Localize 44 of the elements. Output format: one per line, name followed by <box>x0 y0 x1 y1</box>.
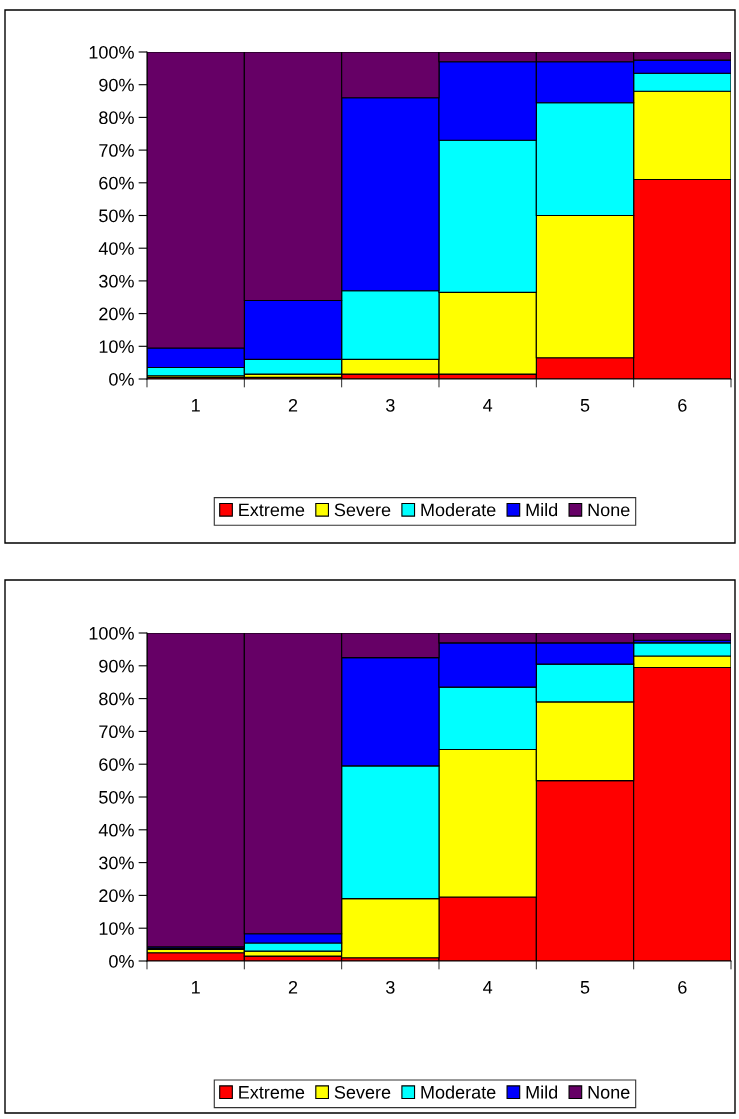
x-tick-label: 5 <box>580 399 590 412</box>
x-tick-label: 1 <box>192 981 200 994</box>
y-tick-label: 50% <box>99 209 134 223</box>
x-tick-label: 4 <box>483 981 493 994</box>
y-tick-label: 90% <box>99 659 134 673</box>
x-tick-label: 1 <box>192 399 200 412</box>
x-tick-label: 2 <box>288 398 298 412</box>
x-tick-label: 4 <box>483 399 493 412</box>
y-tick-label: 80% <box>99 692 134 706</box>
y-tick-label: 100% <box>89 626 134 640</box>
y-tick-label: 20% <box>99 889 134 903</box>
y-tick-label: 10% <box>99 922 134 935</box>
y-tick-label: 90% <box>99 78 134 92</box>
x-tick-label: 5 <box>580 981 590 994</box>
legend-label: Severe <box>334 503 391 517</box>
legend-label: None <box>588 1086 630 1099</box>
y-tick-label: 70% <box>99 725 134 739</box>
y-tick-label: 70% <box>99 144 134 157</box>
y-tick-label: 0% <box>109 372 134 386</box>
legend-label: Extreme <box>239 1086 305 1099</box>
y-tick-label: 80% <box>99 111 134 125</box>
y-tick-label: 60% <box>99 758 134 771</box>
y-tick-label: 30% <box>99 856 134 870</box>
y-tick-label: 20% <box>99 307 134 321</box>
x-tick-label: 3 <box>386 980 395 994</box>
x-tick-label: 2 <box>288 980 298 994</box>
y-tick-label: 40% <box>98 823 134 837</box>
y-tick-label: 10% <box>99 340 134 354</box>
x-tick-label: 3 <box>386 398 395 412</box>
y-tick-label: 40% <box>98 242 134 255</box>
legend-label: Moderate <box>421 1085 496 1099</box>
legend-label: Moderate <box>421 503 496 517</box>
legend-label: Mild <box>526 503 558 517</box>
legend-label: Extreme <box>239 503 305 517</box>
y-tick-label: 50% <box>99 790 134 804</box>
legend-label: None <box>588 503 630 517</box>
y-tick-label: 30% <box>99 274 134 288</box>
x-tick-label: 6 <box>678 980 687 994</box>
y-tick-label: 60% <box>99 176 134 190</box>
y-tick-label: 100% <box>89 45 134 59</box>
x-tick-label: 6 <box>678 398 687 412</box>
legend-label: Mild <box>526 1085 558 1099</box>
legend-label: Severe <box>334 1085 391 1099</box>
y-tick-label: 0% <box>109 954 134 968</box>
